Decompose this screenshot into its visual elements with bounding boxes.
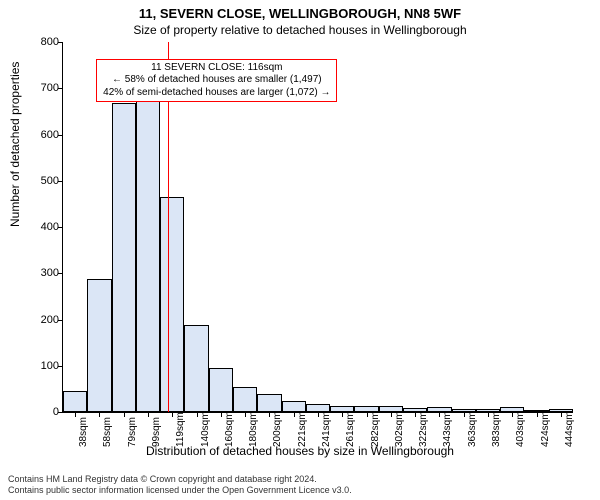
x-tick-label: 140sqm (200, 411, 211, 447)
histogram-bar (87, 279, 111, 412)
x-tick-mark (391, 412, 392, 417)
x-tick-label: 261sqm (345, 411, 356, 447)
x-tick-mark (342, 412, 343, 417)
x-tick-label: 383sqm (491, 411, 502, 447)
x-tick-mark (439, 412, 440, 417)
y-tick-mark (58, 135, 63, 136)
x-tick-mark (75, 412, 76, 417)
annotation-line-3: 42% of semi-detached houses are larger (… (103, 87, 330, 100)
histogram-bar (209, 368, 233, 412)
x-tick-label: 302sqm (394, 411, 405, 447)
x-tick-mark (488, 412, 489, 417)
histogram-bar (257, 394, 281, 413)
y-tick-mark (58, 88, 63, 89)
y-tick-label: 100 (23, 360, 59, 372)
y-tick-mark (58, 320, 63, 321)
annotation-line-2: ← 58% of detached houses are smaller (1,… (103, 74, 330, 87)
y-tick-mark (58, 227, 63, 228)
y-tick-mark (58, 181, 63, 182)
plot-area: 010020030040050060070080038sqm58sqm79sqm… (62, 42, 573, 413)
histogram-bar (282, 401, 306, 412)
x-tick-mark (367, 412, 368, 417)
x-tick-mark (464, 412, 465, 417)
y-tick-mark (58, 42, 63, 43)
x-tick-label: 221sqm (297, 411, 308, 447)
x-tick-label: 444sqm (564, 411, 575, 447)
x-tick-mark (294, 412, 295, 417)
y-tick-mark (58, 273, 63, 274)
y-tick-label: 0 (23, 406, 59, 418)
y-tick-label: 400 (23, 221, 59, 233)
x-tick-mark (537, 412, 538, 417)
footer-line-2: Contains public sector information licen… (8, 485, 352, 496)
x-tick-mark (318, 412, 319, 417)
x-tick-mark (415, 412, 416, 417)
x-tick-label: 58sqm (102, 417, 113, 447)
x-tick-label: 119sqm (175, 412, 186, 447)
x-tick-mark (197, 412, 198, 417)
histogram-bar (233, 387, 257, 412)
y-tick-label: 600 (23, 129, 59, 141)
y-tick-label: 200 (23, 314, 59, 326)
x-tick-mark (148, 412, 149, 417)
footer-attribution: Contains HM Land Registry data © Crown c… (8, 474, 352, 496)
x-tick-label: 322sqm (418, 411, 429, 447)
x-tick-label: 241sqm (321, 411, 332, 447)
x-tick-label: 343sqm (442, 411, 453, 447)
x-tick-mark (172, 412, 173, 417)
x-tick-label: 38sqm (78, 417, 89, 447)
x-tick-mark (561, 412, 562, 417)
histogram-bar (160, 197, 184, 412)
x-tick-label: 79sqm (127, 417, 138, 447)
x-tick-label: 99sqm (151, 417, 162, 447)
footer-line-1: Contains HM Land Registry data © Crown c… (8, 474, 352, 485)
histogram-bar (184, 325, 208, 412)
x-tick-label: 180sqm (248, 411, 259, 447)
x-tick-label: 363sqm (467, 411, 478, 447)
y-axis-label: Number of detached properties (8, 62, 22, 227)
x-tick-mark (269, 412, 270, 417)
x-tick-mark (124, 412, 125, 417)
x-tick-mark (99, 412, 100, 417)
x-tick-mark (221, 412, 222, 417)
x-tick-label: 160sqm (224, 411, 235, 447)
chart-title: Size of property relative to detached ho… (0, 21, 600, 37)
y-tick-label: 800 (23, 36, 59, 48)
annotation-box: 11 SEVERN CLOSE: 116sqm← 58% of detached… (96, 59, 337, 103)
y-tick-label: 500 (23, 175, 59, 187)
x-tick-label: 424sqm (540, 411, 551, 447)
x-tick-label: 403sqm (515, 411, 526, 447)
histogram-bar (63, 391, 87, 412)
histogram-bar (112, 103, 136, 412)
annotation-line-1: 11 SEVERN CLOSE: 116sqm (103, 62, 330, 75)
x-tick-label: 282sqm (370, 411, 381, 447)
x-tick-mark (512, 412, 513, 417)
chart-area: 010020030040050060070080038sqm58sqm79sqm… (62, 42, 572, 412)
chart-supertitle: 11, SEVERN CLOSE, WELLINGBOROUGH, NN8 5W… (0, 0, 600, 21)
x-tick-label: 200sqm (272, 411, 283, 447)
y-tick-mark (58, 412, 63, 413)
y-tick-label: 700 (23, 82, 59, 94)
y-tick-mark (58, 366, 63, 367)
y-tick-label: 300 (23, 267, 59, 279)
x-axis-label: Distribution of detached houses by size … (0, 444, 600, 458)
histogram-bar (136, 101, 160, 412)
x-tick-mark (245, 412, 246, 417)
